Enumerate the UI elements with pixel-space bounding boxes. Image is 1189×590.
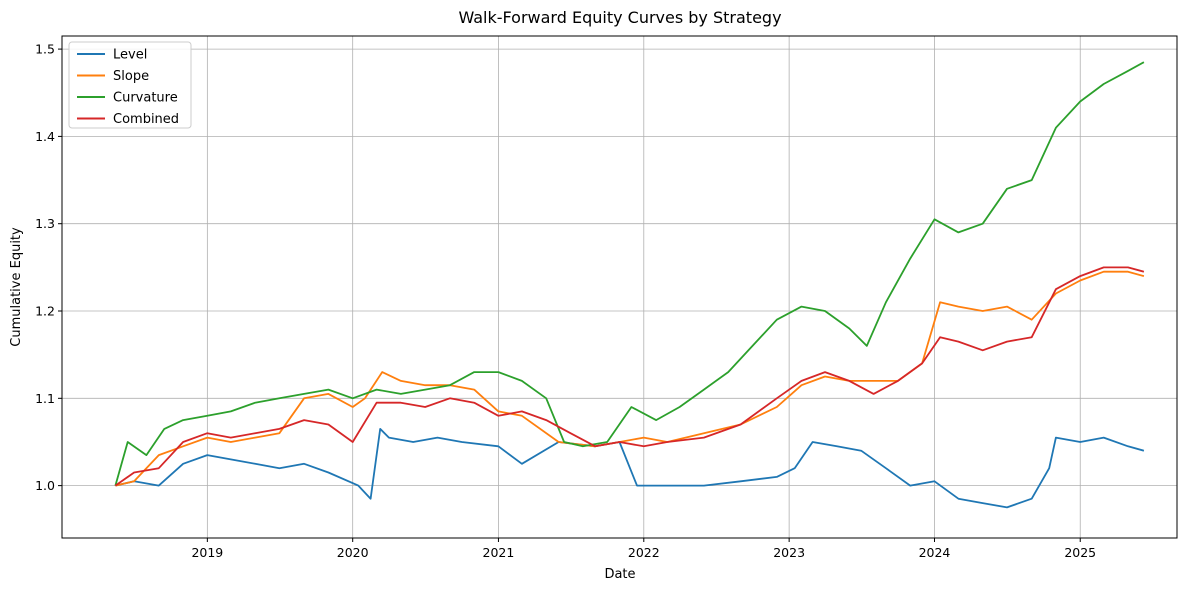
x-tick-label: 2020 (337, 545, 369, 560)
series-line-combined (114, 266, 1145, 487)
x-tick-label: 2019 (191, 545, 223, 560)
series-line-level (115, 427, 1145, 509)
legend: Level Slope Curvature Combined (68, 41, 192, 129)
x-tick-label: 2022 (628, 545, 660, 560)
x-tick-label: 2024 (919, 545, 951, 560)
y-axis-ticks: 1.0 1.1 1.2 1.3 1.4 1.5 (35, 42, 62, 493)
legend-box (68, 41, 192, 129)
series-line-slope (115, 270, 1145, 487)
y-tick-label: 1.0 (35, 478, 55, 493)
y-axis-label: Cumulative Equity (9, 227, 24, 347)
y-tick-label: 1.3 (35, 216, 55, 231)
series-layer (114, 61, 1145, 509)
grid (62, 36, 1177, 538)
y-tick-label: 1.1 (35, 391, 55, 406)
x-tick-label: 2023 (773, 545, 805, 560)
x-tick-label: 2021 (483, 545, 515, 560)
y-tick-label: 1.4 (35, 129, 55, 144)
chart-title: Walk-Forward Equity Curves by Strategy (458, 8, 781, 27)
series-line-curvature (114, 61, 1145, 486)
legend-label-slope: Slope (113, 69, 149, 84)
x-tick-label: 2025 (1064, 545, 1096, 560)
plot-area (61, 35, 1178, 539)
legend-label-level: Level (113, 48, 147, 63)
x-axis-label: Date (604, 567, 635, 582)
y-tick-label: 1.5 (35, 42, 55, 57)
y-tick-label: 1.2 (35, 304, 55, 319)
legend-label-curvature: Curvature (113, 91, 178, 106)
x-axis-ticks: 2019 2020 2021 2022 2023 2024 2025 (191, 538, 1096, 560)
legend-label-combined: Combined (113, 112, 179, 127)
